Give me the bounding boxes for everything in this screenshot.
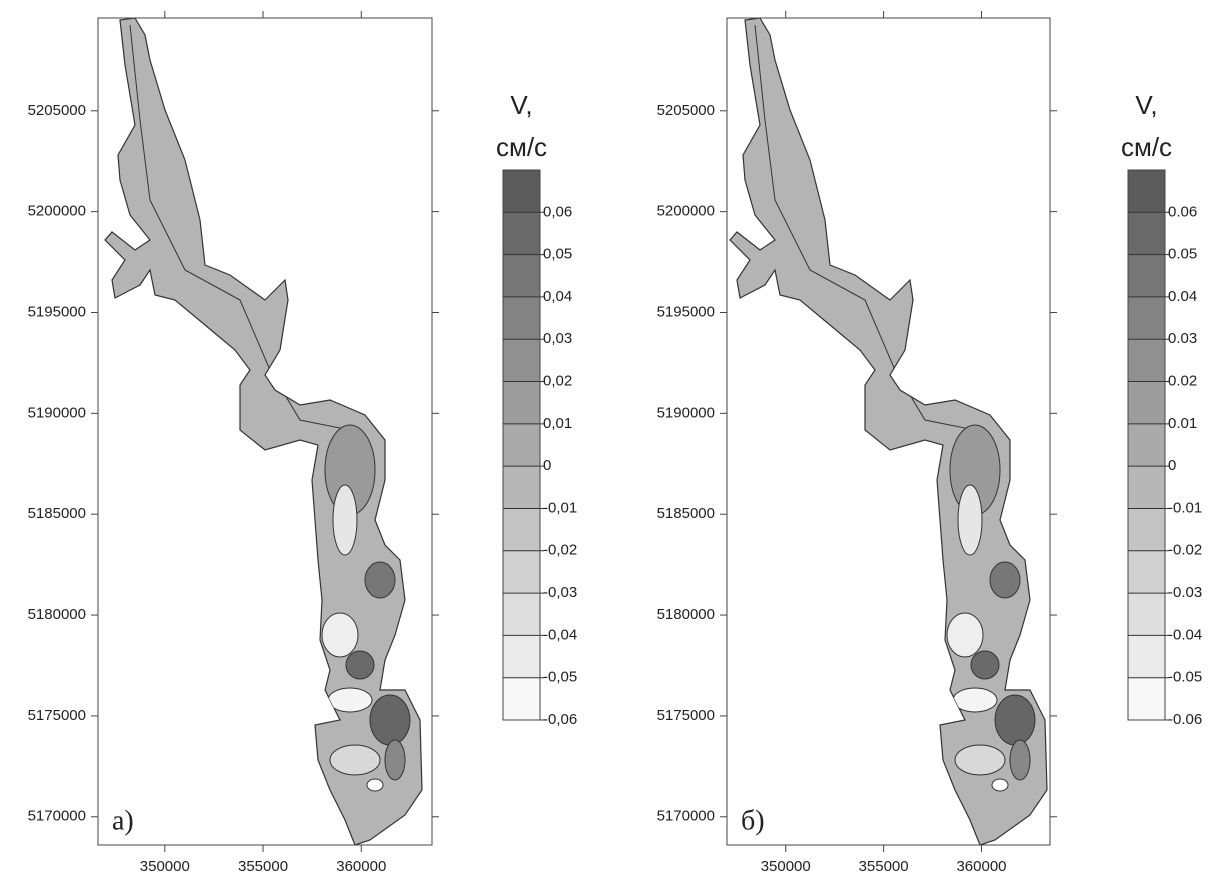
colorbar-band [1128, 296, 1165, 340]
y-tick-label: 5185000 [657, 505, 715, 522]
colorbar-tick-label: -0,02 [543, 542, 577, 559]
colorbar-tick-label: -0,06 [543, 711, 577, 728]
colorbar-band [1128, 212, 1165, 255]
x-tick-label: 350000 [140, 858, 190, 875]
colorbar-tick-label: 0 [1168, 457, 1176, 474]
colorbar-tick-label: -0,01 [543, 499, 577, 516]
colorbar-band [1128, 677, 1165, 720]
y-tick-label: 5195000 [28, 303, 86, 320]
colorbar-tick-label: -0.06 [1168, 711, 1202, 728]
colorbar-tick-label: -0.03 [1168, 584, 1202, 601]
colorbar-title: V, [1135, 90, 1157, 120]
y-tick-label: 5185000 [28, 505, 86, 522]
colorbar-tick-label: -0,05 [543, 669, 577, 686]
map-area [730, 18, 1047, 845]
y-tick-label: 5180000 [28, 606, 86, 623]
colorbar-tick-label: 0,04 [543, 288, 572, 305]
colorbar-tick-label: 0.01 [1168, 415, 1197, 432]
colorbar-band [503, 423, 540, 467]
colorbar-tick-label: 0.04 [1168, 288, 1197, 305]
colorbar-band [503, 677, 540, 720]
colorbar-tick-label: 0 [543, 457, 551, 474]
colorbar-band [503, 635, 540, 678]
colorbar-band [503, 381, 540, 424]
colorbar-band [503, 339, 540, 382]
colorbar-title: см/с [1121, 132, 1172, 162]
y-tick-label: 5190000 [657, 404, 715, 421]
x-tick-label: 360000 [956, 858, 1006, 875]
colorbar-title: V, [510, 90, 532, 120]
y-tick-label: 5180000 [657, 606, 715, 623]
colorbar-band [1128, 550, 1165, 594]
colorbar-tick-label: -0.04 [1168, 626, 1202, 643]
colorbar-tick-label: 0.05 [1168, 246, 1197, 263]
map-area [105, 18, 422, 845]
y-tick-label: 5200000 [28, 203, 86, 220]
y-tick-label: 5175000 [657, 707, 715, 724]
y-tick-label: 5170000 [28, 808, 86, 825]
colorbar-band [503, 212, 540, 255]
colorbar-frame [502, 169, 541, 721]
colorbar-title: см/с [496, 132, 547, 162]
colorbar-tick-label: 0.03 [1168, 330, 1197, 347]
colorbar-band [503, 170, 540, 213]
x-tick-label: 360000 [336, 858, 386, 875]
colorbar-frame [1127, 169, 1166, 721]
colorbar-band [1128, 635, 1165, 678]
x-tick-label: 355000 [859, 858, 909, 875]
colorbar-tick-label: -0.01 [1168, 499, 1202, 516]
y-tick-label: 5190000 [28, 404, 86, 421]
colorbar-band [503, 508, 540, 551]
colorbar-band [1128, 381, 1165, 424]
colorbar-band [1128, 339, 1165, 382]
colorbar-band [503, 254, 540, 297]
x-tick-label: 350000 [761, 858, 811, 875]
y-tick-label: 5200000 [657, 203, 715, 220]
colorbar-tick-label: 0,06 [543, 203, 572, 220]
colorbar-band [1128, 423, 1165, 467]
y-tick-label: 5205000 [28, 102, 86, 119]
x-tick-label: 355000 [238, 858, 288, 875]
y-tick-label: 5175000 [28, 707, 86, 724]
colorbar-tick-label: 0,01 [543, 415, 572, 432]
map-frame [97, 17, 433, 846]
y-tick-label: 5205000 [657, 102, 715, 119]
colorbar-band [1128, 466, 1165, 509]
y-tick-label: 5195000 [657, 303, 715, 320]
colorbar-tick-label: 0,03 [543, 330, 572, 347]
colorbar-tick-label: 0,02 [543, 373, 572, 390]
colorbar-band [503, 296, 540, 340]
colorbar-tick-label: -0.05 [1168, 669, 1202, 686]
colorbar-band [1128, 593, 1165, 636]
colorbar-band [503, 593, 540, 636]
colorbar-band [1128, 254, 1165, 297]
colorbar-tick-label: -0,03 [543, 584, 577, 601]
map-frame [726, 17, 1051, 846]
colorbar-tick-label: 0.06 [1168, 203, 1197, 220]
colorbar-band [503, 466, 540, 509]
y-tick-label: 5170000 [657, 808, 715, 825]
colorbar-band [503, 550, 540, 594]
colorbar-band [1128, 170, 1165, 213]
colorbar-tick-label: 0.02 [1168, 373, 1197, 390]
colorbar-tick-label: -0.02 [1168, 542, 1202, 559]
panel-label: б) [741, 805, 765, 836]
colorbar-tick-label: 0,05 [543, 246, 572, 263]
colorbar-band [1128, 508, 1165, 551]
panel-label: а) [112, 805, 134, 836]
colorbar-tick-label: -0,04 [543, 626, 577, 643]
